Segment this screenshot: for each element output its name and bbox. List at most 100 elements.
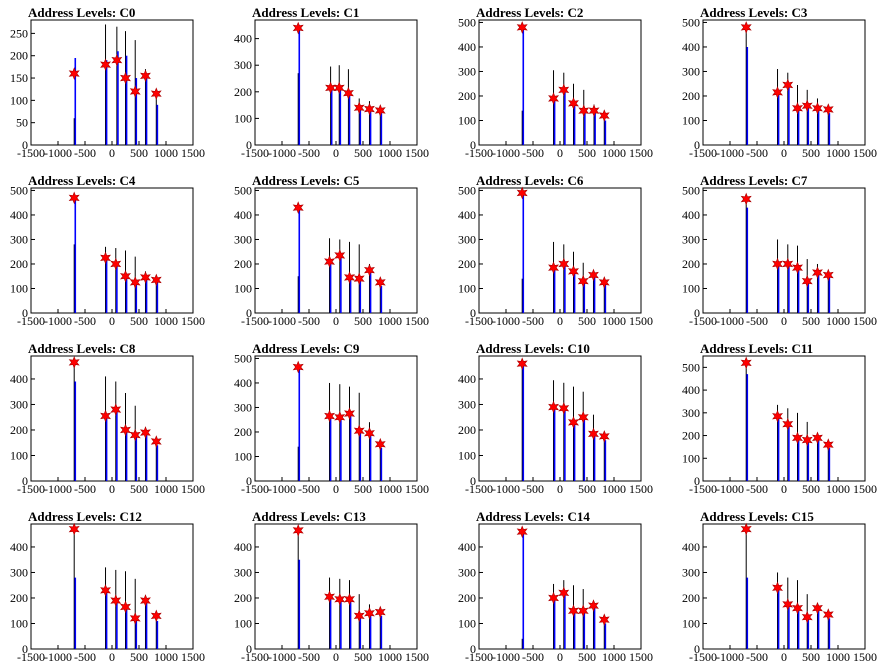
plot-frame: [30, 355, 194, 482]
x-tick-label: -1000: [492, 650, 520, 664]
y-tick-label: 200: [234, 85, 252, 99]
y-tick-label: 400: [234, 208, 252, 222]
peak-marker: [100, 583, 112, 597]
chart-panel: Address Levels: C14 0 100 200 300 400 -1500 -10…: [458, 509, 653, 664]
x-tick-label: -1500: [17, 146, 45, 160]
x-tick-label: -1500: [465, 314, 493, 328]
chart-title: Address Levels: C3: [700, 5, 808, 20]
y-tick-label: 100: [234, 616, 252, 630]
x-tick-label: 1500: [629, 146, 653, 160]
y-tick-label: 500: [682, 360, 700, 374]
chart-panel: Address Levels: C50100200300400500-1500-…: [234, 173, 429, 328]
y-tick-label: 300: [234, 232, 252, 246]
x-tick-label: 1000: [378, 482, 402, 496]
x-tick-label: -1500: [689, 650, 717, 664]
x-tick-label: 1000: [826, 482, 850, 496]
peak-marker: [374, 605, 386, 619]
x-tick-label: 1500: [181, 314, 205, 328]
y-tick-label: 0: [470, 306, 476, 320]
x-tick-label: -500: [74, 314, 96, 328]
y-tick-label: 300: [10, 232, 28, 246]
chart-title: Address Levels: C7: [700, 173, 808, 188]
y-tick-label: 0: [694, 474, 700, 488]
x-tick-label: 0: [333, 146, 339, 160]
peak-marker: [822, 438, 834, 451]
peak-marker: [150, 435, 162, 448]
chart-panel: Address Levels: C10 0 100 200 300 400 -1500 -10…: [458, 341, 653, 496]
x-tick-label: -1000: [492, 482, 520, 496]
peak-marker: [558, 586, 570, 600]
peak-marker: [353, 101, 365, 115]
x-tick-label: 500: [354, 482, 372, 496]
plot-frame: [478, 19, 642, 146]
peak-marker: [801, 433, 813, 447]
y-tick-label: 300: [234, 58, 252, 72]
y-tick-label: 300: [458, 64, 476, 78]
chart-panel: Address Levels: C90100200300400500-1500-…: [234, 341, 429, 496]
plot-frame: [702, 187, 866, 314]
peak-marker: [292, 201, 304, 214]
y-tick-label: 0: [694, 138, 700, 152]
peak-marker: [343, 593, 356, 606]
y-tick-label: 300: [682, 406, 700, 420]
y-tick-label: 200: [458, 257, 476, 271]
y-tick-label: 0: [22, 306, 28, 320]
peak-marker: [791, 101, 804, 115]
peak-marker: [100, 409, 112, 423]
y-tick-label: 100: [682, 281, 700, 295]
y-tick-label: 400: [458, 208, 476, 222]
x-tick-label: 0: [781, 314, 787, 328]
x-tick-label: 500: [354, 146, 372, 160]
y-tick-label: 400: [10, 540, 28, 554]
y-tick-label: 200: [10, 591, 28, 605]
x-tick-label: 500: [802, 146, 820, 160]
x-tick-label: 1000: [602, 146, 626, 160]
y-tick-label: 100: [458, 448, 476, 462]
peak-marker: [334, 411, 346, 424]
x-tick-label: 1500: [853, 314, 877, 328]
x-tick-label: -1000: [716, 650, 744, 664]
y-tick-label: 400: [682, 208, 700, 222]
y-tick-label: 200: [10, 423, 28, 437]
peak-marker: [119, 423, 132, 437]
peak-marker: [353, 609, 365, 623]
peak-marker: [782, 598, 794, 611]
y-tick-label: 400: [682, 383, 700, 397]
x-tick-label: -1000: [268, 314, 296, 328]
x-tick-label: 500: [578, 146, 596, 160]
peak-marker: [139, 426, 151, 439]
peak-marker: [782, 257, 794, 271]
chart-panel: Address Levels: C40100200300400500-1500-…: [10, 173, 205, 328]
peak-marker: [801, 274, 813, 288]
x-tick-label: 1000: [602, 482, 626, 496]
x-tick-label: 1000: [826, 650, 850, 664]
peak-marker: [811, 266, 823, 279]
x-tick-label: -500: [74, 482, 96, 496]
x-tick-label: 500: [802, 482, 820, 496]
y-tick-label: 500: [682, 15, 700, 29]
x-tick-label: 500: [578, 314, 596, 328]
y-tick-label: 400: [682, 540, 700, 554]
peak-marker: [333, 81, 345, 95]
x-tick-label: -1000: [44, 650, 72, 664]
x-tick-label: -1500: [17, 650, 45, 664]
x-tick-label: -1000: [268, 146, 296, 160]
chart-panel: Address Levels: C12 0 100 200 300 400 -1500 -10…: [10, 509, 205, 664]
x-tick-label: -500: [746, 482, 768, 496]
y-tick-label: 250: [10, 26, 28, 40]
peak-marker: [587, 268, 599, 282]
peak-marker: [343, 86, 354, 100]
y-tick-label: 500: [682, 183, 700, 197]
peak-marker: [363, 607, 375, 620]
y-tick-label: 200: [682, 591, 700, 605]
peak-marker: [119, 269, 132, 283]
peak-marker: [558, 402, 570, 415]
chart-title: Address Levels: C13: [252, 509, 366, 524]
x-tick-label: 0: [557, 314, 563, 328]
x-tick-label: 500: [130, 650, 148, 664]
x-tick-label: 0: [333, 482, 339, 496]
chart-title: Address Levels: C1: [252, 5, 359, 20]
peak-marker: [111, 53, 123, 67]
x-tick-label: -1500: [689, 314, 717, 328]
